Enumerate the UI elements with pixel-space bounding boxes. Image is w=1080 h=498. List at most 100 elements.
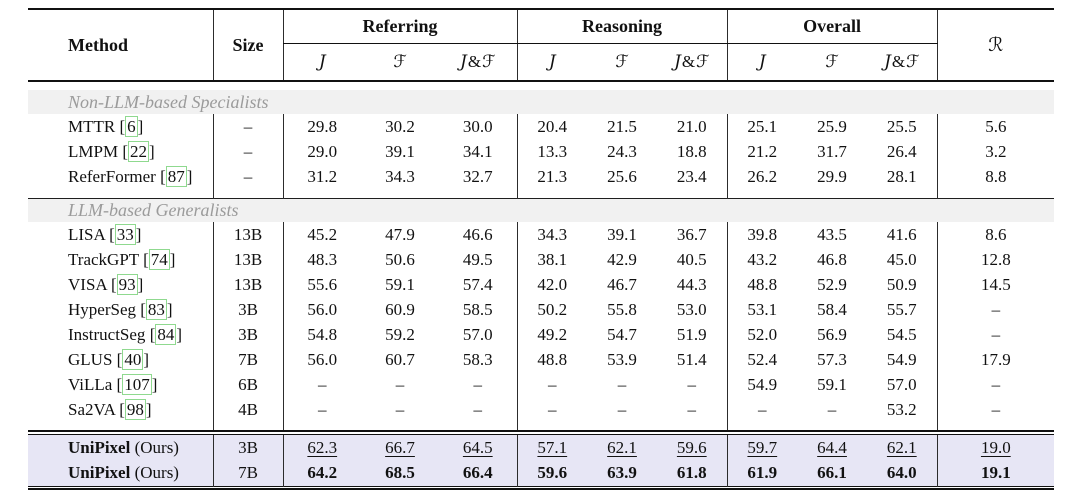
cell-r-value: – — [936, 297, 1055, 322]
cell-value: – — [282, 397, 361, 422]
citation-link[interactable]: 40 — [117, 349, 149, 370]
header-group-overall: Overall — [726, 9, 938, 44]
method-name: LISA — [68, 225, 105, 244]
cell-method: UniPixel (Ours) — [28, 434, 213, 460]
cell-size: 3B — [212, 297, 283, 322]
cell-value: 43.2 — [726, 247, 798, 272]
cell-value: – — [473, 400, 483, 419]
cell-value: 32.7 — [462, 167, 493, 186]
method-name: LMPM — [68, 142, 119, 161]
cell-value: 53.9 — [607, 350, 637, 369]
citation-link[interactable]: 84 — [150, 324, 182, 345]
section-header-generalists: LLM-based Generalists — [28, 197, 1055, 222]
cell-value: 48.3 — [282, 247, 361, 272]
cell-value: 51.4 — [676, 350, 707, 369]
header-method: Method — [68, 35, 128, 55]
cell-method: ReferFormer 87 — [28, 164, 213, 189]
cell-r-value: 14.5 — [936, 272, 1055, 297]
cell-value: 54.5 — [886, 325, 917, 344]
cell-value: 59.1 — [817, 375, 847, 394]
header-reasoning-f: ℱ — [615, 51, 629, 72]
cell-value: 52.4 — [726, 347, 798, 372]
cell-value: 42.0 — [516, 272, 588, 297]
cell-size: 3B — [212, 322, 283, 347]
citation-link[interactable]: 107 — [117, 374, 157, 395]
script-r-label: ℛ — [988, 33, 1004, 56]
header-bottom-rule — [28, 80, 1055, 90]
cell-value: 50.6 — [385, 250, 415, 269]
cell-value: – — [617, 375, 627, 394]
cell-value: – — [516, 372, 588, 397]
cell-value: 25.1 — [726, 114, 798, 139]
cell-value: 31.2 — [282, 164, 361, 189]
cell-value: 28.1 — [886, 167, 917, 186]
cell-method: GLUS 40 — [28, 347, 213, 372]
cell-value: 45.0 — [886, 250, 917, 269]
header-group-row: Method Size Referring Reasoning Overall … — [28, 9, 1055, 81]
cell-size: 13B — [212, 247, 283, 272]
header-referring-f: ℱ — [393, 51, 407, 72]
cell-value: 52.9 — [817, 275, 847, 294]
cell-size: 3B — [212, 434, 283, 460]
method-name: UniPixel — [68, 463, 131, 483]
cell-value: 64.0 — [867, 460, 938, 486]
cell-value: 68.5 — [361, 460, 439, 486]
cell-value: – — [687, 375, 697, 394]
cell-size: – — [212, 139, 283, 164]
header-metric-row: J ℱ J&ℱ J ℱ J&ℱ J ℱ J&ℱ — [28, 43, 1054, 81]
cell-value: 39.1 — [607, 225, 637, 244]
cell-value: 61.9 — [726, 460, 798, 486]
cell-value: 66.1 — [797, 460, 868, 486]
cell-value: 53.2 — [886, 400, 917, 419]
cell-value: – — [516, 397, 588, 422]
cell-method: ViLLa 107 — [28, 372, 213, 397]
cell-method: LISA 33 — [28, 222, 213, 247]
citation-link[interactable]: 6 — [119, 116, 143, 137]
cell-size: 13B — [212, 222, 283, 247]
cell-value: 39.8 — [726, 222, 798, 247]
table-row: GLUS 40 7B 56.0 60.7 58.3 48.8 53.9 51.4… — [28, 347, 1055, 372]
citation-link[interactable]: 33 — [109, 224, 141, 245]
cell-value: 30.2 — [385, 117, 415, 136]
table-row: InstructSeg 84 3B 54.8 59.2 57.0 49.2 54… — [28, 322, 1055, 347]
cell-value: 59.1 — [385, 275, 415, 294]
cell-value: 58.3 — [462, 350, 493, 369]
cell-size: 6B — [212, 372, 283, 397]
cell-value: 29.8 — [282, 114, 361, 139]
cell-value: 21.2 — [726, 139, 798, 164]
cell-value: 63.9 — [587, 460, 658, 486]
cell-value: 64.4 — [797, 434, 868, 460]
cell-value: 62.3 — [282, 434, 361, 460]
citation-link[interactable]: 83 — [140, 299, 173, 320]
cell-value: 44.3 — [676, 275, 707, 294]
cell-method: HyperSeg 83 — [28, 297, 213, 322]
cell-value: 57.4 — [462, 275, 493, 294]
cell-value: 58.4 — [817, 300, 847, 319]
cell-value: 56.9 — [817, 325, 847, 344]
table-row: ViLLa 107 6B – – – – – – 54.9 59.1 57.0 … — [28, 372, 1055, 397]
cell-r-value: 19.1 — [936, 460, 1055, 486]
cell-value: 58.5 — [462, 300, 493, 319]
cell-r-value: 5.6 — [936, 114, 1055, 139]
cell-value: 50.2 — [516, 297, 588, 322]
citation-link[interactable]: 93 — [111, 274, 143, 295]
cell-value: 59.7 — [726, 434, 798, 460]
highlight-row-ours-3b: UniPixel (Ours) 3B 62.3 66.7 64.5 57.1 6… — [28, 434, 1055, 460]
cell-value: 26.2 — [726, 164, 798, 189]
cell-r-value: – — [936, 322, 1055, 347]
cell-value: 21.3 — [516, 164, 588, 189]
cell-value: 48.8 — [516, 347, 588, 372]
citation-link[interactable]: 98 — [119, 399, 152, 420]
cell-size: 4B — [212, 397, 283, 422]
cell-value: – — [395, 375, 405, 394]
citation-link[interactable]: 87 — [160, 166, 192, 187]
cell-value: – — [473, 375, 483, 394]
header-group-reasoning: Reasoning — [516, 9, 728, 44]
citation-link[interactable]: 22 — [122, 141, 155, 162]
citation-link[interactable]: 74 — [143, 249, 175, 270]
divider-gap — [28, 422, 1055, 431]
cell-size: – — [212, 164, 283, 189]
cell-r-value: 12.8 — [936, 247, 1055, 272]
cell-value: 23.4 — [676, 167, 707, 186]
cell-value: 55.6 — [282, 272, 361, 297]
